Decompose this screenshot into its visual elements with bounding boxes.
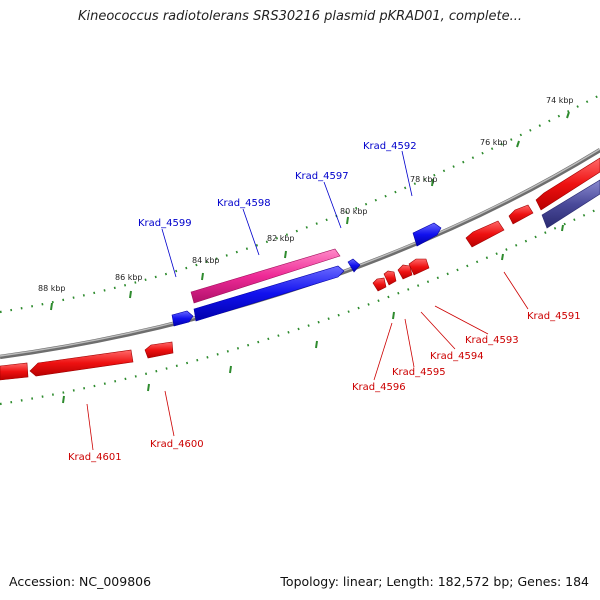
kbp-label-76: 76 kbp [480, 138, 508, 147]
accession-text: Accession: NC_009806 [9, 574, 152, 589]
gene-krad-4599-small[interactable] [171, 310, 194, 327]
reverse-leader-lines [86, 271, 529, 451]
kbp-label-74: 74 kbp [546, 96, 574, 105]
label-krad-4598[interactable]: Krad_4598 [217, 198, 271, 209]
label-krad-4592[interactable]: Krad_4592 [363, 141, 417, 152]
gene-krad-4597[interactable] [190, 248, 341, 304]
label-krad-4593[interactable]: Krad_4593 [465, 335, 519, 346]
gene-krad-4601[interactable] [0, 349, 134, 381]
map-title: Kineococcus radiotolerans SRS30216 plasm… [77, 9, 523, 24]
gene-krad-4596-rev[interactable] [372, 270, 397, 292]
label-krad-4601[interactable]: Krad_4601 [68, 452, 122, 463]
label-krad-4599[interactable]: Krad_4599 [138, 218, 192, 229]
forward-leader-lines [161, 150, 413, 278]
label-krad-4597[interactable]: Krad_4597 [295, 171, 349, 182]
gene-krad-4596-fwd[interactable] [347, 258, 361, 273]
kbp-label-88: 88 kbp [38, 284, 66, 293]
kbp-label-84: 84 kbp [192, 256, 220, 265]
gene-krad-4593[interactable] [465, 220, 505, 248]
gene-krad-4591[interactable] [535, 157, 600, 211]
label-krad-4600[interactable]: Krad_4600 [150, 439, 204, 450]
kbp-label-78: 78 kbp [410, 175, 438, 184]
label-krad-4594[interactable]: Krad_4594 [430, 351, 484, 362]
gene-krad-4595[interactable] [397, 264, 413, 280]
gene-krad-4590[interactable] [541, 179, 600, 229]
label-krad-4596[interactable]: Krad_4596 [352, 382, 406, 393]
kbp-label-82: 82 kbp [267, 234, 295, 243]
label-krad-4595[interactable]: Krad_4595 [392, 367, 446, 378]
topology-summary: Topology: linear; Length: 182,572 bp; Ge… [280, 574, 589, 589]
label-krad-4591[interactable]: Krad_4591 [527, 311, 581, 322]
gene-krad-4600[interactable] [144, 341, 174, 359]
kbp-label-80: 80 kbp [340, 207, 368, 216]
gene-krad-4592[interactable] [412, 222, 442, 247]
major-ticks-outer [50, 111, 570, 311]
gene-krad-4594[interactable] [408, 258, 430, 276]
gene-krad-4598-4599-blue[interactable] [193, 265, 345, 322]
major-ticks-inner [62, 224, 564, 404]
gene-krad-4591-a[interactable] [508, 204, 534, 225]
inner-tick-ring [0, 207, 600, 406]
kbp-label-86: 86 kbp [115, 273, 143, 282]
